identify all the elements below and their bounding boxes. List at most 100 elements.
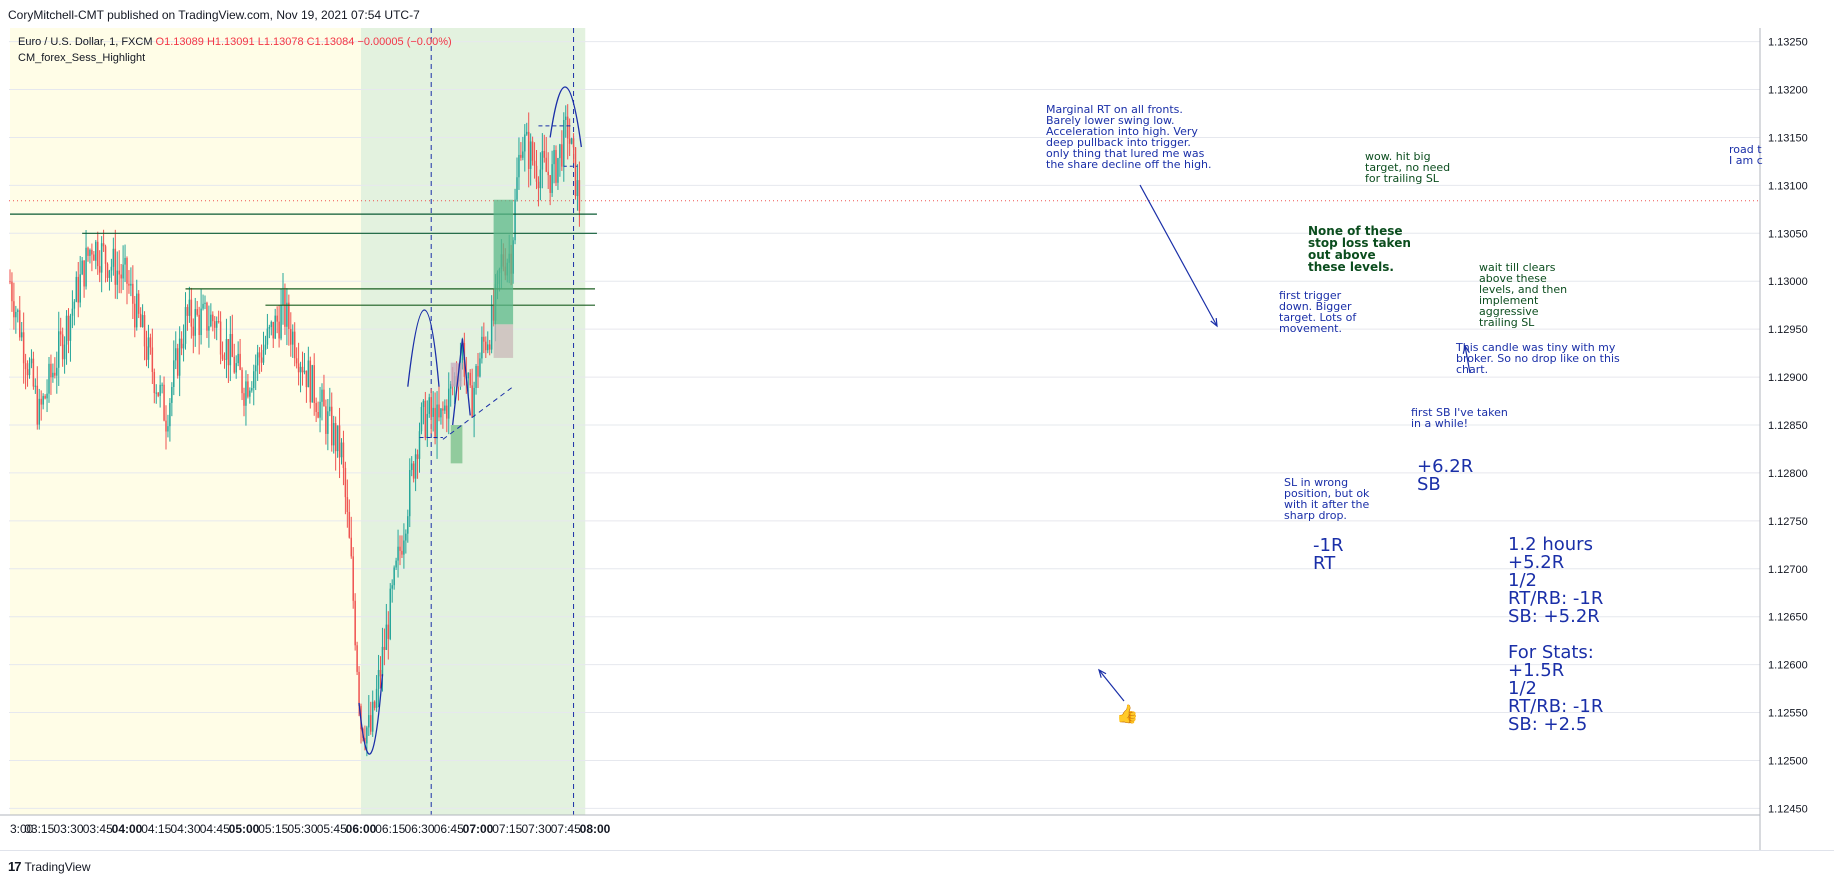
candle-body — [268, 326, 271, 329]
candle-body — [223, 358, 226, 360]
time-tick-label: 05:30 — [287, 822, 317, 836]
price-tick-label: 1.13100 — [1768, 180, 1808, 192]
candle-body — [157, 392, 159, 396]
price-tick-label: 1.12800 — [1768, 468, 1808, 480]
candle-body — [539, 169, 542, 189]
candle-body — [118, 270, 120, 275]
candle-body — [282, 289, 284, 306]
candle-body — [85, 247, 87, 287]
candle-body — [397, 546, 399, 561]
candle-body — [71, 308, 74, 316]
candle-body — [383, 646, 386, 650]
annotation-arrow-head — [1210, 317, 1218, 328]
candle-body — [278, 321, 280, 339]
candle-body — [332, 423, 335, 446]
candle-body — [518, 154, 520, 178]
publisher-line: CoryMitchell-CMT published on TradingVie… — [8, 8, 420, 22]
candle-body — [342, 442, 345, 468]
rounded-bottom-arc — [358, 674, 384, 755]
price-chart[interactable]: 1.13250 1.13200 1.13150 1.13100 1.13050 1.130… — [0, 28, 1834, 850]
candle-body — [290, 329, 292, 345]
rt-target-box — [450, 425, 463, 464]
candle-body — [134, 303, 136, 328]
session-band-london — [361, 28, 586, 815]
price-tick-label: 1.12850 — [1768, 420, 1808, 432]
symbol-name[interactable]: Euro / U.S. Dollar, 1, FXCM — [18, 36, 153, 48]
price-tick-label: 1.13200 — [1768, 85, 1808, 97]
candle-body — [233, 356, 235, 373]
candle-body — [516, 177, 518, 200]
candle-body — [176, 348, 179, 376]
candle-body — [243, 393, 245, 406]
chart-legend: Euro / U.S. Dollar, 1, FXCM O1.13089 H1.… — [18, 34, 452, 66]
candle-body — [161, 384, 163, 386]
candle-body — [315, 402, 317, 413]
tradingview-logo[interactable]: 17 TradingView — [8, 859, 91, 874]
candle-body — [331, 406, 333, 446]
candle-body — [89, 249, 91, 256]
candle-body — [46, 393, 48, 399]
candle-body — [266, 328, 269, 345]
candle-body — [323, 389, 325, 407]
candle-body — [93, 254, 95, 261]
time-tick-label: 04:15 — [141, 822, 171, 836]
candle-body — [171, 386, 173, 403]
candle-body — [557, 158, 559, 183]
candle-body — [395, 560, 397, 568]
annotation-arrow — [1139, 184, 1218, 327]
candle-body — [102, 243, 105, 247]
candle-body — [526, 131, 528, 135]
candle-body — [403, 540, 405, 555]
candle-body — [15, 311, 17, 318]
candle-body — [276, 315, 278, 322]
annotation-none-of-these: None of these stop loss taken out above … — [1308, 224, 1411, 274]
candle-body — [358, 671, 360, 706]
candle-body — [416, 454, 419, 459]
candle-body — [475, 366, 477, 388]
candle-body — [385, 624, 388, 650]
candle-body — [196, 309, 198, 315]
candle-body — [221, 354, 224, 359]
candle-body — [570, 138, 573, 144]
candle-body — [48, 363, 50, 394]
candle-body — [36, 385, 39, 425]
time-tick-label: 04:30 — [170, 822, 200, 836]
annotation-road: road t I am c — [1729, 143, 1763, 167]
candle-body — [325, 406, 327, 434]
indicator-name[interactable]: CM_forex_Sess_Highlight — [18, 52, 146, 64]
session-band-asia — [10, 28, 361, 815]
candle-body — [352, 556, 354, 601]
candle-body — [264, 344, 267, 351]
candle-body — [219, 321, 222, 355]
open-value: O1.13089 — [155, 36, 204, 48]
candle-body — [22, 332, 25, 364]
candle-body — [54, 372, 56, 376]
candle-body — [214, 321, 216, 328]
candle-body — [9, 281, 11, 283]
candle-body — [200, 308, 202, 336]
candle-body — [434, 407, 436, 439]
candle-body — [487, 344, 489, 351]
candle-body — [565, 116, 567, 120]
candle-body — [198, 314, 200, 336]
candle-body — [344, 467, 347, 498]
candle-body — [483, 336, 485, 342]
price-tick-label: 1.12750 — [1768, 516, 1808, 528]
candle-body — [321, 389, 323, 402]
candle-body — [555, 150, 557, 183]
candle-body — [52, 372, 54, 378]
tradingview-logo-mark: 17 — [8, 859, 22, 874]
candle-body — [251, 388, 253, 391]
time-tick-label: 06:45 — [434, 822, 464, 836]
candle-body — [305, 370, 308, 388]
candle-body — [547, 171, 549, 176]
candle-body — [180, 338, 183, 349]
candle-body — [188, 299, 191, 316]
time-tick-label: 04:00 — [112, 822, 143, 836]
candle-body — [50, 363, 52, 378]
candle-body — [175, 348, 177, 361]
annotation-wait-till: wait till clears above these levels, and… — [1479, 261, 1568, 329]
price-tick-label: 1.12450 — [1768, 803, 1808, 815]
price-tick-label: 1.13150 — [1768, 132, 1808, 144]
candle-body — [428, 397, 430, 414]
